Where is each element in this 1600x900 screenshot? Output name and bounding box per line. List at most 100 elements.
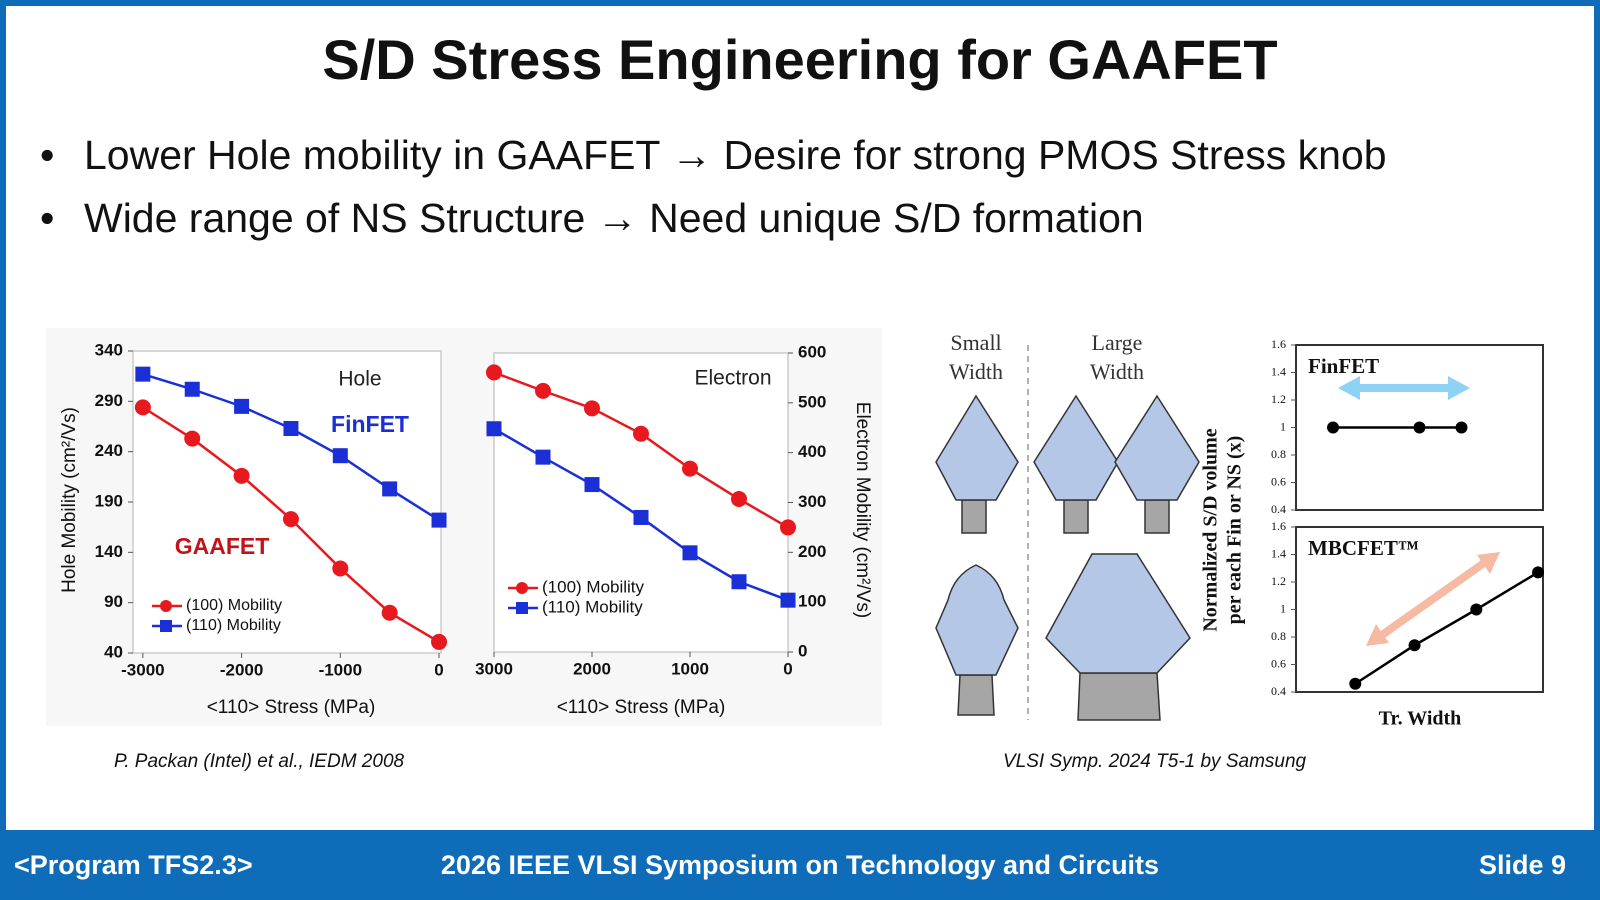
legend-marker bbox=[160, 600, 172, 612]
epi-shape bbox=[935, 564, 1019, 676]
y-tick-label: 300 bbox=[798, 492, 826, 511]
y-tick-label: 40 bbox=[104, 642, 123, 661]
data-point bbox=[1413, 421, 1426, 434]
annotation: GAAFET bbox=[175, 533, 270, 559]
data-point bbox=[682, 460, 698, 477]
x-tick-label: -1000 bbox=[319, 660, 362, 679]
y-tick-label: 0.6 bbox=[1271, 656, 1286, 670]
y-tick-label: 1.6 bbox=[1271, 337, 1286, 351]
data-point bbox=[1470, 603, 1483, 616]
data-point bbox=[382, 481, 398, 497]
y-tick-label: 1.4 bbox=[1271, 546, 1286, 560]
y-tick-label: 500 bbox=[798, 392, 826, 411]
y-tick-label: 140 bbox=[95, 542, 123, 561]
stem bbox=[1077, 672, 1161, 721]
annotation: FinFET bbox=[331, 411, 409, 437]
legend-label: (100) Mobility bbox=[542, 577, 645, 596]
chart-title: FinFET bbox=[1308, 354, 1379, 378]
y-tick-label: 1.2 bbox=[1271, 574, 1286, 588]
y-tick-label: 1.4 bbox=[1271, 364, 1286, 378]
stem bbox=[1144, 499, 1170, 534]
stem bbox=[957, 674, 995, 716]
y-tick-label: 200 bbox=[798, 542, 826, 561]
y-tick-label: 400 bbox=[798, 442, 826, 461]
sd-shapes bbox=[935, 394, 1200, 721]
epi-shape bbox=[1045, 553, 1191, 674]
citation: VLSI Symp. 2024 T5-1 by Samsung bbox=[1003, 751, 1307, 772]
data-point bbox=[134, 399, 151, 416]
y-tick-label: 0.4 bbox=[1271, 502, 1286, 516]
y-tick-label: 0.8 bbox=[1271, 629, 1286, 643]
bullet-dot: • bbox=[40, 195, 54, 241]
data-point bbox=[731, 574, 747, 590]
footer-bar bbox=[0, 830, 1600, 900]
data-point bbox=[633, 425, 649, 442]
data-point bbox=[332, 448, 348, 464]
y-axis-label: per each Fin or NS (x) bbox=[1224, 436, 1246, 625]
mbcfet-arrow bbox=[1366, 552, 1500, 646]
legend-label: (100) Mobility bbox=[186, 597, 282, 614]
data-point bbox=[731, 491, 747, 508]
stem bbox=[961, 499, 987, 534]
y-tick-label: 600 bbox=[798, 342, 826, 361]
data-point bbox=[584, 400, 600, 417]
data-point bbox=[184, 430, 201, 447]
data-point bbox=[486, 364, 502, 381]
x-tick-label: 1000 bbox=[671, 659, 709, 678]
diagram-label: Small bbox=[950, 330, 1001, 355]
x-tick-label: -3000 bbox=[121, 660, 164, 679]
y-tick-label: 1 bbox=[1280, 419, 1286, 433]
chart-title: MBCFET™ bbox=[1308, 536, 1419, 560]
data-point bbox=[1349, 677, 1362, 690]
bullet: Lower Hole mobility in GAAFET → Desire f… bbox=[84, 132, 1387, 178]
y-tick-label: 0.4 bbox=[1271, 684, 1286, 698]
legend-marker bbox=[516, 602, 528, 614]
diagram-label: Width bbox=[1090, 359, 1144, 384]
y-tick-label: 290 bbox=[95, 391, 123, 410]
slide-title: S/D Stress Engineering for GAAFET bbox=[322, 28, 1277, 91]
x-tick-label: -2000 bbox=[220, 660, 263, 679]
data-point bbox=[381, 604, 398, 621]
x-axis-label: <110> Stress (MPa) bbox=[557, 697, 726, 718]
y-tick-label: 0 bbox=[798, 641, 807, 660]
data-point bbox=[584, 477, 600, 493]
y-axis-label: Electron Mobility (cm²/Vs) bbox=[852, 402, 873, 618]
y-tick-label: 1 bbox=[1280, 601, 1286, 615]
data-point bbox=[283, 421, 299, 437]
legend-marker bbox=[516, 582, 528, 594]
data-point bbox=[135, 366, 151, 382]
footer-program: <Program TFS2.3> bbox=[14, 850, 253, 880]
footer-event: 2026 IEEE VLSI Symposium on Technology a… bbox=[441, 850, 1159, 880]
y-tick-label: 100 bbox=[798, 592, 826, 611]
y-tick-label: 0.6 bbox=[1271, 474, 1286, 488]
annotation: Hole bbox=[338, 368, 381, 391]
legend-label: (110) Mobility bbox=[186, 617, 281, 634]
citation: P. Packan (Intel) et al., IEDM 2008 bbox=[114, 751, 405, 772]
legend-marker bbox=[160, 620, 172, 632]
x-tick-label: 2000 bbox=[573, 659, 611, 678]
data-point bbox=[234, 398, 250, 414]
x-tick-label: 0 bbox=[434, 660, 443, 679]
y-axis-label: Hole Mobility (cm²/Vs) bbox=[59, 407, 80, 593]
legend-label: (110) Mobility bbox=[542, 597, 643, 616]
y-tick-label: 1.2 bbox=[1271, 392, 1286, 406]
data-point bbox=[332, 560, 349, 577]
data-point bbox=[431, 633, 448, 650]
bullet-dot: • bbox=[40, 132, 54, 178]
data-point bbox=[1327, 421, 1340, 434]
data-point bbox=[282, 511, 299, 528]
annotation: Electron bbox=[694, 367, 771, 390]
data-point bbox=[535, 449, 551, 465]
x-tick-label: 3000 bbox=[475, 659, 513, 678]
data-point bbox=[535, 382, 551, 399]
bullet: Wide range of NS Structure → Need unique… bbox=[84, 195, 1144, 241]
x-tick-label: 0 bbox=[783, 659, 792, 678]
data-point bbox=[1455, 421, 1468, 434]
footer-slide: Slide 9 bbox=[1479, 850, 1566, 880]
x-axis-label: <110> Stress (MPa) bbox=[207, 697, 376, 718]
data-point bbox=[486, 421, 502, 437]
data-point bbox=[682, 545, 698, 561]
epi-shape bbox=[1114, 394, 1200, 501]
